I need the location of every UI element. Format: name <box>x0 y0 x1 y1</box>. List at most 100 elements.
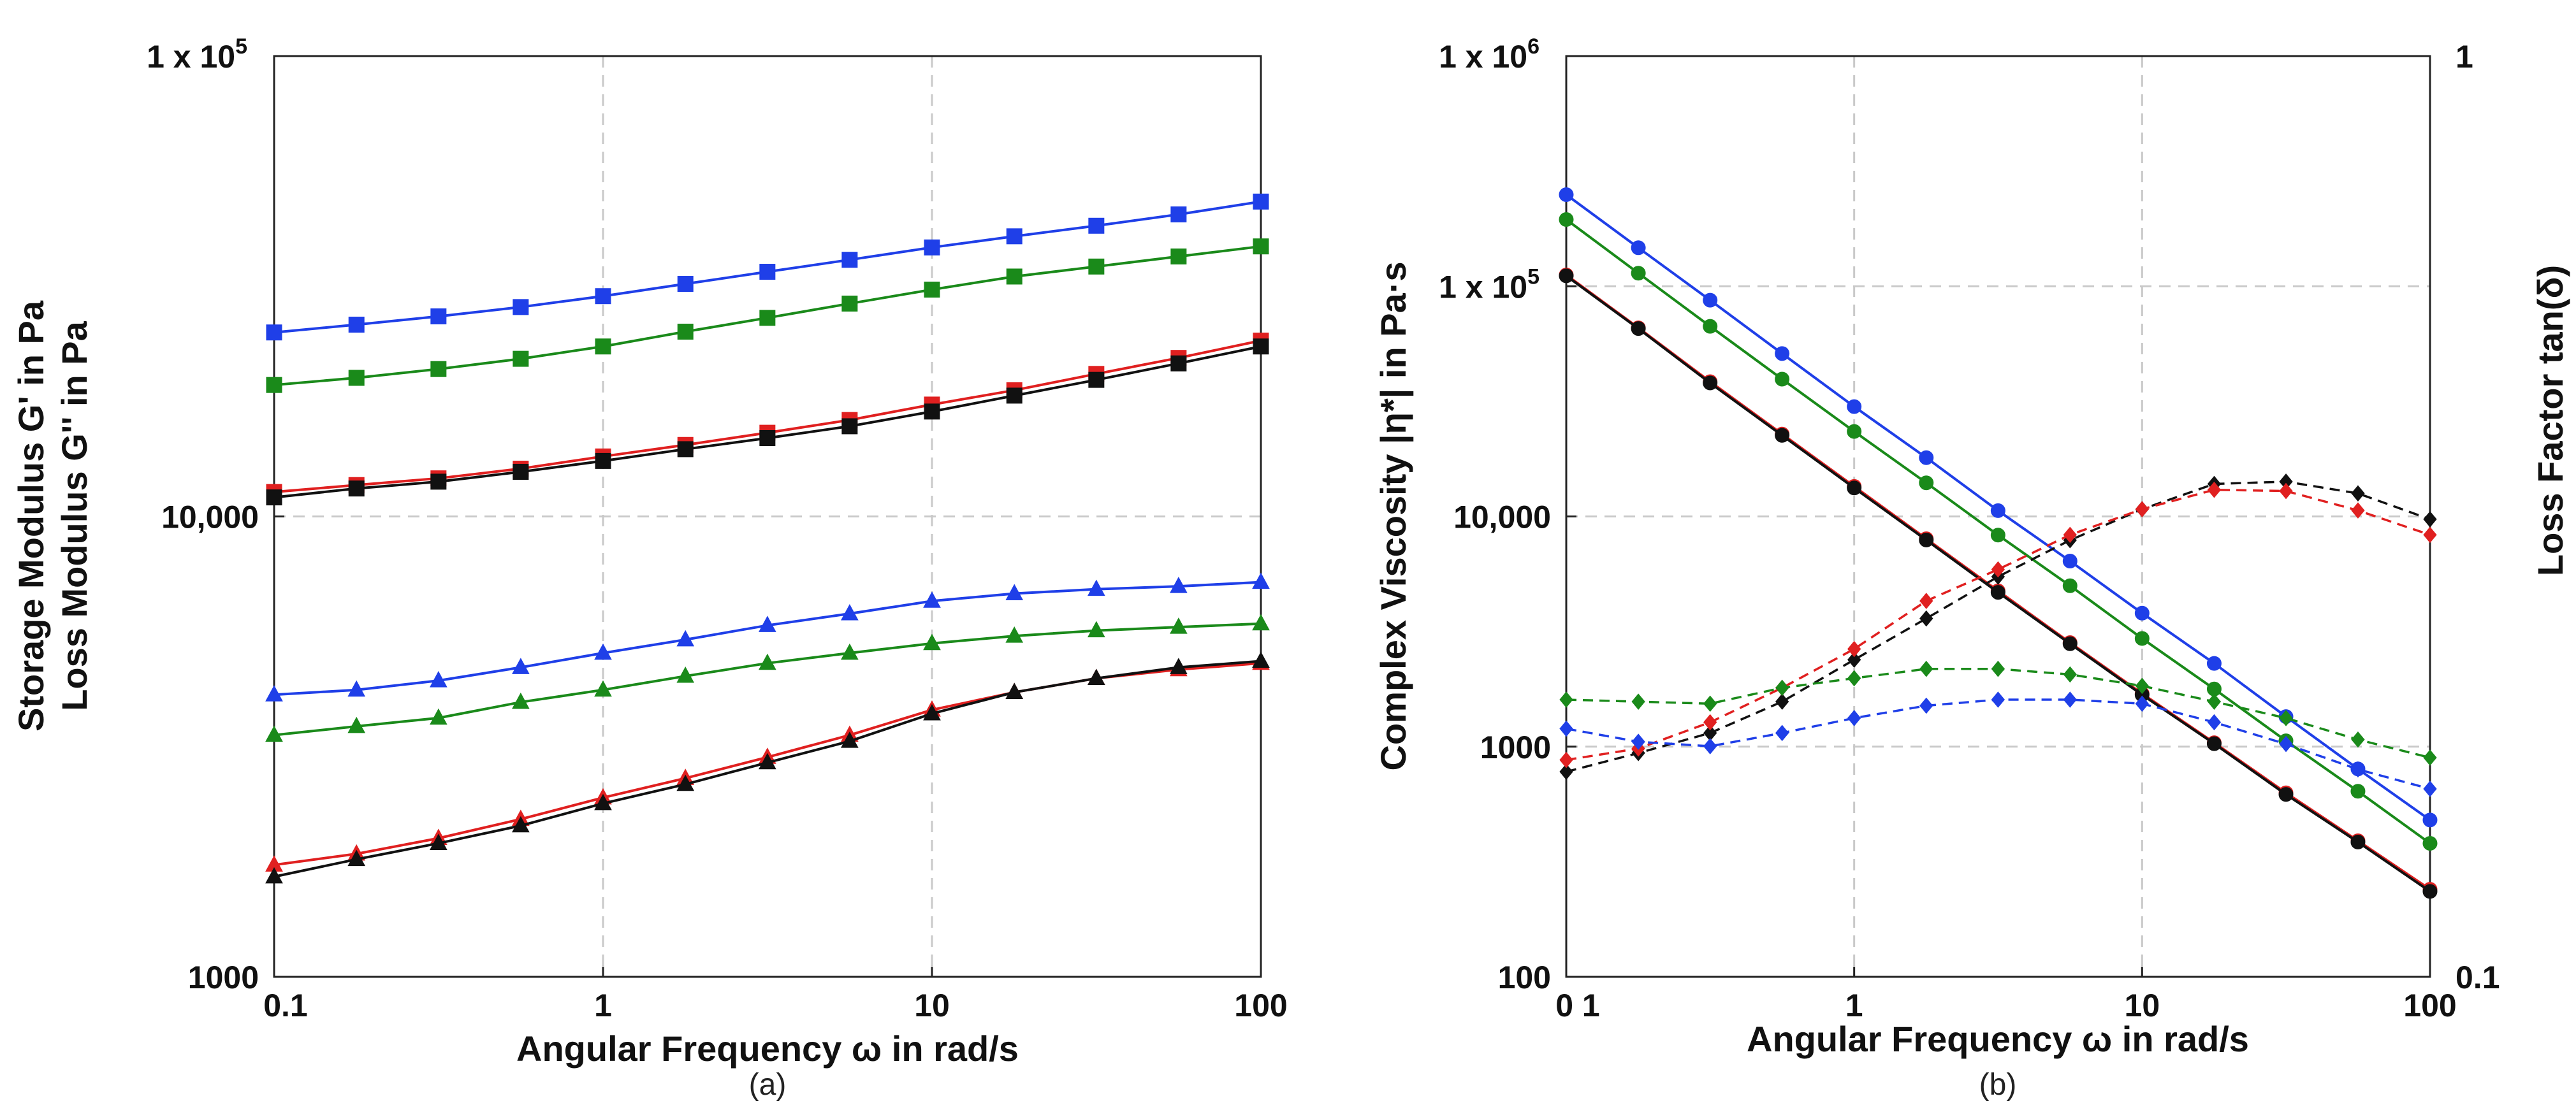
data-point <box>1847 424 1862 439</box>
data-point <box>2279 482 2293 500</box>
data-point <box>2206 656 2222 671</box>
data-point <box>1170 617 1188 634</box>
data-point <box>1006 228 1022 245</box>
x-axis-label-b: Angular Frequency ω in rad/s <box>1747 1019 2249 1059</box>
data-point <box>429 833 448 850</box>
data-point <box>1991 660 2005 677</box>
data-point <box>1631 266 1646 281</box>
data-point <box>2279 710 2293 726</box>
y-tick-label: 1000 <box>1480 730 1551 765</box>
data-point <box>513 463 529 480</box>
data-point <box>1847 640 1861 658</box>
data-point <box>1847 651 1861 668</box>
data-point <box>2207 693 2222 710</box>
data-point <box>595 338 611 355</box>
data-point <box>924 403 940 420</box>
data-point <box>1252 572 1270 589</box>
data-point <box>595 288 611 305</box>
y-axis-label-a-loss: Loss Modulus G'' in Pa <box>54 321 94 710</box>
data-point <box>2422 836 2438 851</box>
data-point <box>923 591 941 608</box>
data-point <box>1170 355 1187 371</box>
data-point <box>676 630 695 647</box>
data-point <box>348 370 365 386</box>
x-tick-label: 1 <box>1845 988 1863 1023</box>
data-point <box>430 473 447 490</box>
data-point <box>1087 621 1105 638</box>
y-tick-label: 1 x 106 <box>1439 34 1539 75</box>
data-point <box>2134 605 2150 621</box>
data-point <box>677 441 694 458</box>
data-point <box>512 816 530 833</box>
data-point <box>1775 346 1790 361</box>
series-g-black <box>265 651 1270 884</box>
data-point <box>2423 781 2437 797</box>
data-point <box>758 616 776 632</box>
y-axis-label-a-storage: Storage Modulus G' in Pa <box>11 300 51 732</box>
series-black <box>1559 268 2438 899</box>
series-g-black <box>266 338 1269 506</box>
data-point <box>923 633 941 651</box>
data-point <box>1990 528 2005 543</box>
data-point <box>1775 428 1790 443</box>
data-point <box>1847 399 1862 414</box>
data-point <box>2207 714 2222 731</box>
data-point <box>594 643 612 660</box>
data-point <box>512 658 530 674</box>
data-point <box>2351 761 2365 778</box>
x-tick-label: 100 <box>1234 988 1287 1023</box>
data-point <box>1005 584 1024 601</box>
series-g-blue <box>266 193 1269 341</box>
data-point <box>2422 884 2438 899</box>
data-point <box>1991 691 2005 708</box>
data-point <box>1006 268 1022 285</box>
data-point <box>1006 387 1022 404</box>
data-point <box>1087 668 1105 686</box>
data-point <box>758 653 776 670</box>
data-point <box>1253 238 1269 255</box>
data-point <box>1170 206 1187 222</box>
data-point <box>513 299 529 315</box>
series-g-green <box>266 238 1269 393</box>
data-point <box>1559 212 1574 227</box>
data-point <box>1253 193 1269 210</box>
data-point <box>924 281 940 298</box>
data-point <box>1703 738 1717 754</box>
data-point <box>2350 835 2366 850</box>
data-point <box>841 732 859 748</box>
data-point <box>1631 321 1646 336</box>
data-point <box>2063 526 2077 544</box>
data-point <box>2206 736 2222 751</box>
data-point <box>1990 503 2005 518</box>
data-point <box>348 480 365 497</box>
data-point <box>2422 812 2438 828</box>
data-point <box>1088 217 1105 234</box>
series-tan-red <box>1559 481 2437 768</box>
data-point <box>1559 187 1574 202</box>
data-point <box>512 692 530 709</box>
data-point <box>1005 682 1024 699</box>
data-point <box>266 489 282 506</box>
data-point <box>841 252 858 268</box>
data-point <box>1775 693 1789 710</box>
data-point <box>841 643 859 660</box>
data-point <box>1919 475 1934 491</box>
y-tick-label: 10,000 <box>1453 500 1551 535</box>
data-point <box>266 324 282 341</box>
data-point <box>1703 695 1717 712</box>
data-point <box>348 316 365 333</box>
data-point <box>266 377 282 393</box>
data-point <box>676 774 695 791</box>
data-point <box>1559 751 1573 768</box>
x-tick-label: 10 <box>914 988 950 1023</box>
data-point <box>1631 733 1645 750</box>
x-axis-label-a: Angular Frequency ω in rad/s <box>516 1028 1019 1069</box>
data-point <box>1919 610 1933 627</box>
data-point <box>347 716 366 733</box>
data-point <box>429 708 448 725</box>
data-point <box>1847 670 1861 687</box>
data-point <box>2135 677 2149 695</box>
data-point <box>513 350 529 367</box>
chart-panel-b: 0 1 1 10 100 100 1000 10,000 1 x 105 1 x 106 0.… <box>1373 34 2570 1102</box>
